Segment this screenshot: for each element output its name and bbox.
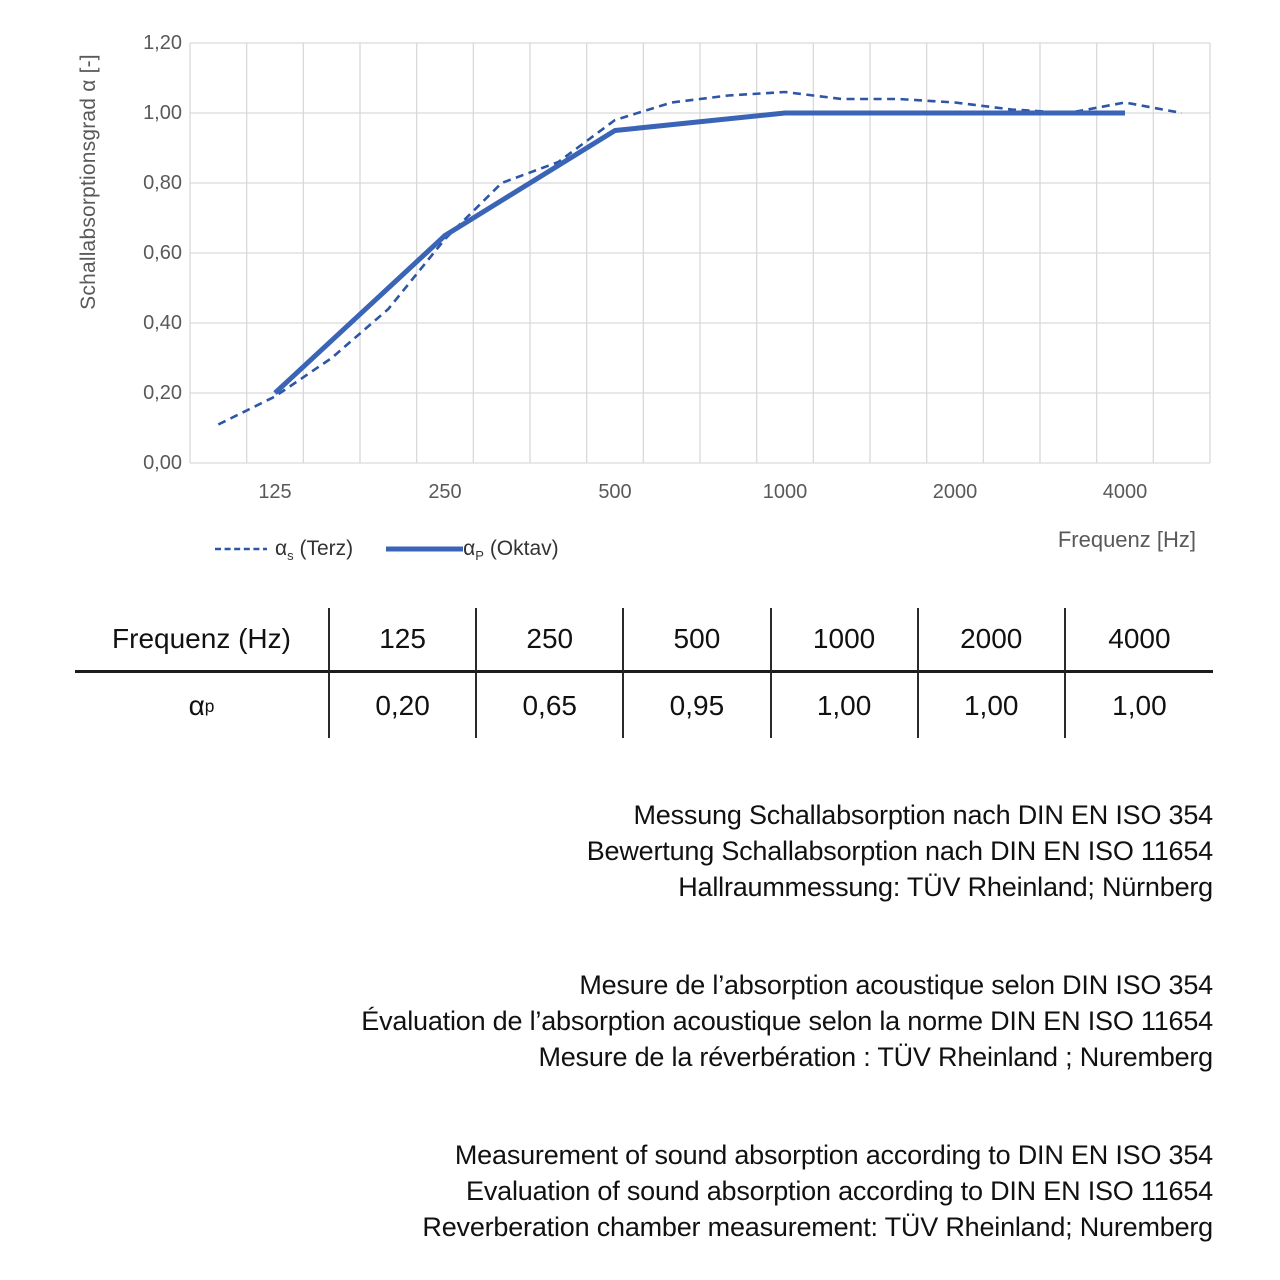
y-tick-label: 0,20 bbox=[143, 382, 182, 404]
table-value-cell: 1,00 bbox=[1112, 689, 1167, 721]
alpha-table: Frequenz (Hz) 125 250 500 1000 2000 4000… bbox=[75, 608, 1213, 738]
table-value-cell: 0,20 bbox=[330, 673, 478, 738]
table-header-cell: 1000 bbox=[771, 608, 919, 673]
note-line: Reverberation chamber measurement: TÜV R… bbox=[422, 1212, 1213, 1242]
table-header-cell: 2000 bbox=[918, 608, 1066, 673]
absorption-chart: Schallabsorptionsgrad α [-] 0,00 0,20 0,40… bbox=[0, 0, 1280, 570]
legend-oktav-swatch bbox=[386, 546, 464, 552]
note-english: Measurement of sound absorption accordin… bbox=[53, 1137, 1213, 1245]
x-tick-label: 4000 bbox=[1102, 481, 1148, 503]
x-tick-label: 2000 bbox=[932, 481, 978, 503]
legend-terz-swatch bbox=[215, 547, 267, 551]
x-axis-title: Frequenz [Hz] bbox=[1057, 527, 1196, 552]
y-axis-title: Schallabsorptionsgrad α [-] bbox=[77, 54, 100, 310]
x-tick-label: 1000 bbox=[762, 481, 808, 503]
note-german: Messung Schallabsorption nach DIN EN ISO… bbox=[53, 797, 1213, 905]
table-value-cell: 1,00 bbox=[919, 673, 1066, 738]
table-value-cell: 0,95 bbox=[624, 673, 772, 738]
x-tick-label: 500 bbox=[598, 481, 632, 503]
table-header-cell: 250 bbox=[477, 608, 625, 673]
note-french: Mesure de l’absorption acoustique selon … bbox=[53, 967, 1213, 1075]
note-line: Messung Schallabsorption nach DIN EN ISO… bbox=[633, 800, 1213, 830]
x-tick-label: 125 bbox=[258, 481, 292, 503]
y-tick-label: 0,80 bbox=[143, 172, 182, 194]
table-value-cell: 0,65 bbox=[477, 673, 625, 738]
legend: αs (Terz) αP (Oktav) bbox=[215, 533, 559, 565]
table-header-cell: 500 bbox=[624, 608, 772, 673]
y-tick-label: 1,20 bbox=[143, 32, 182, 54]
y-tick-label: 0,40 bbox=[143, 312, 182, 334]
note-line: Bewertung Schallabsorption nach DIN EN I… bbox=[586, 836, 1213, 866]
terz-series-line bbox=[217, 90, 1182, 426]
y-tick-label: 1,00 bbox=[143, 102, 182, 124]
note-line: Mesure de l’absorption acoustique selon … bbox=[579, 970, 1213, 1000]
table-header-cell: 4000 bbox=[1065, 608, 1213, 673]
legend-oktav-label: αP (Oktav) bbox=[463, 537, 559, 564]
table-header-cell: 125 bbox=[330, 608, 478, 673]
y-tick-label: 0,00 bbox=[143, 452, 182, 474]
note-line: Measurement of sound absorption accordin… bbox=[454, 1140, 1213, 1170]
note-line: Évaluation de l’absorption acoustique se… bbox=[361, 1006, 1213, 1036]
table-value-cell: 1,00 bbox=[772, 673, 919, 738]
note-line: Mesure de la réverbération : TÜV Rheinla… bbox=[538, 1042, 1213, 1072]
table-header-cell: Frequenz (Hz) bbox=[75, 608, 330, 673]
plot-area bbox=[189, 42, 1211, 464]
x-tick-label: 250 bbox=[428, 481, 462, 503]
legend-terz-label: αs (Terz) bbox=[275, 537, 354, 564]
oktav-series-line bbox=[273, 110, 1125, 395]
y-tick-label: 0,60 bbox=[143, 242, 182, 264]
note-line: Evaluation of sound absorption according… bbox=[466, 1176, 1213, 1206]
note-line: Hallraummessung: TÜV Rheinland; Nürnberg bbox=[678, 872, 1213, 902]
